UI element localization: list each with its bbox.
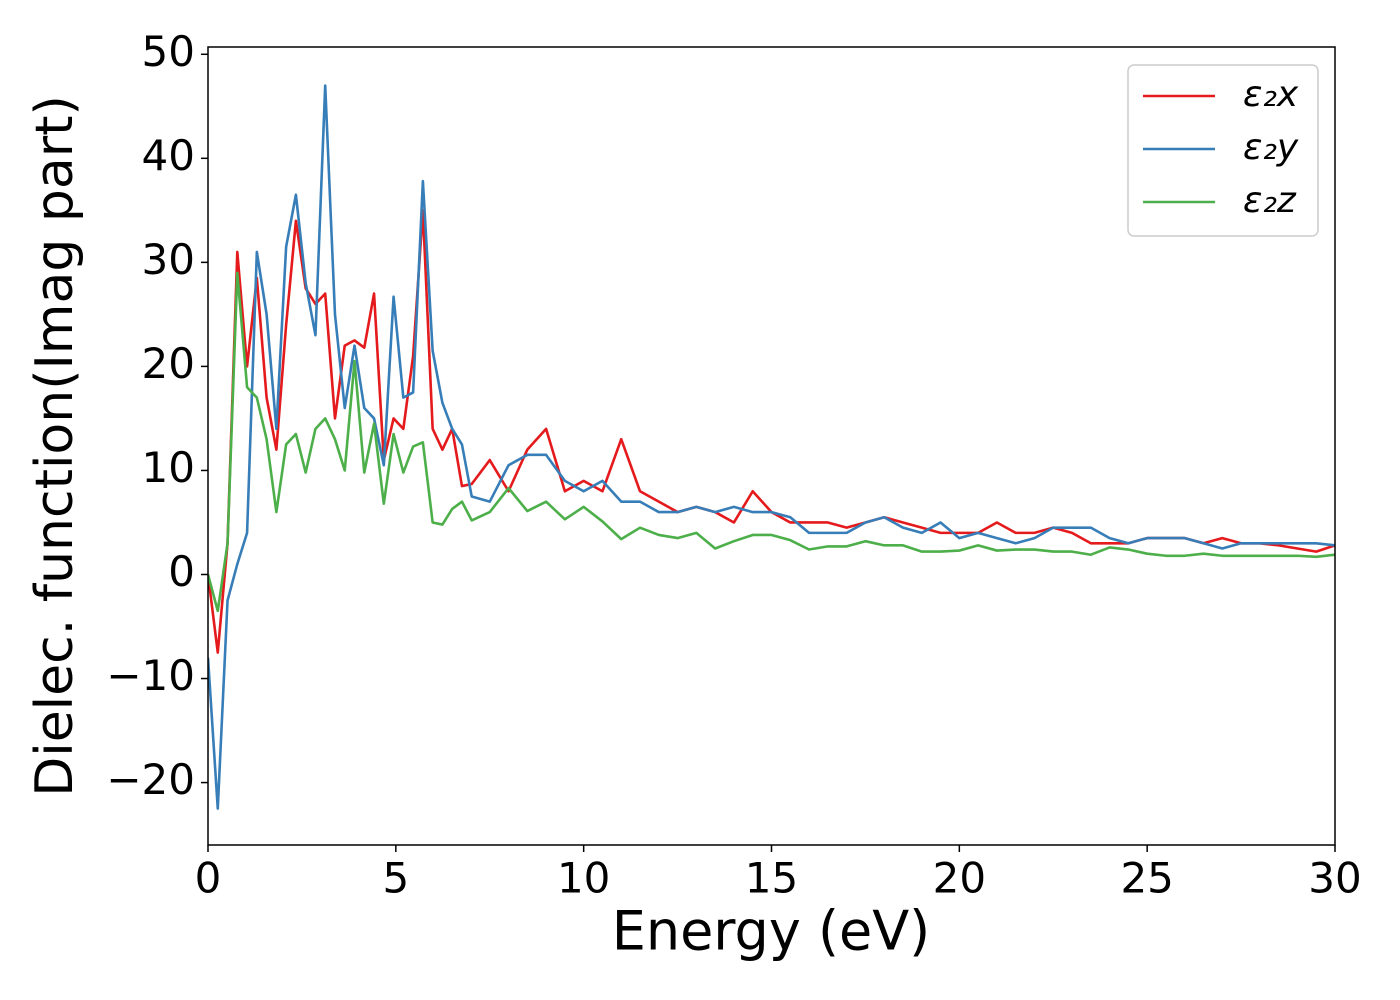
x-tick-label: 0 bbox=[195, 854, 222, 903]
data-line bbox=[208, 271, 1335, 613]
y-tick-label: 50 bbox=[142, 27, 195, 76]
x-tick-label: 30 bbox=[1308, 854, 1361, 903]
x-axis-label: Energy (eV) bbox=[612, 900, 931, 963]
y-tick-label: −10 bbox=[106, 651, 195, 700]
data-line bbox=[208, 209, 1335, 654]
x-tick-label: 20 bbox=[933, 854, 986, 903]
y-axis-label: Dielec. function(Imag part) bbox=[25, 95, 85, 797]
y-tick-label: 20 bbox=[142, 339, 195, 388]
data-line bbox=[208, 84, 1335, 810]
y-tick-label: −20 bbox=[106, 755, 195, 804]
y-tick-label: 40 bbox=[142, 131, 195, 180]
legend-label: ε₂x bbox=[1243, 74, 1299, 115]
legend-label: ε₂y bbox=[1243, 127, 1299, 168]
x-tick-label: 25 bbox=[1120, 854, 1173, 903]
x-tick-label: 15 bbox=[745, 854, 798, 903]
y-tick-label: 10 bbox=[142, 443, 195, 492]
y-tick-label: 0 bbox=[168, 547, 195, 596]
legend-box bbox=[1127, 64, 1319, 237]
x-tick-label: 10 bbox=[557, 854, 610, 903]
y-tick-label: 30 bbox=[142, 235, 195, 284]
plot-frame bbox=[207, 46, 1336, 846]
x-tick-label: 5 bbox=[382, 854, 409, 903]
legend-label: ε₂z bbox=[1243, 180, 1297, 221]
